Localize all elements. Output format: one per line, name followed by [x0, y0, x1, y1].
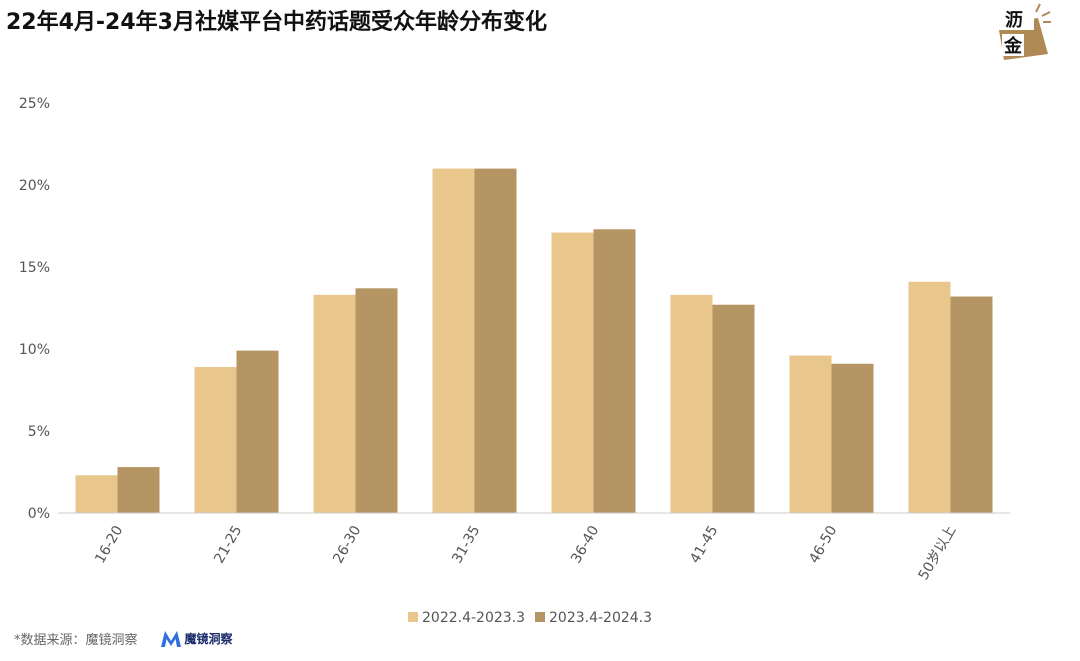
bar-46-50-series-2	[831, 363, 874, 513]
x-axis: 16-20 21-25 26-30 31-35 36-40 41-45 46-50 50岁以上	[92, 523, 959, 583]
bar-16-20-series-2	[117, 467, 160, 513]
source-note: *数据来源：魔镜洞察 魔镜洞察	[14, 629, 233, 648]
bar-31-35-series-2	[474, 168, 517, 513]
bar-26-30-series-2	[355, 288, 398, 513]
brand-name: 魔镜洞察	[184, 632, 233, 646]
lijin-logo-icon: 沥 金	[994, 3, 1051, 60]
x-tick-label: 36-40	[568, 523, 602, 566]
legend-swatch	[535, 612, 545, 622]
bar-41-45-series-2	[712, 304, 755, 513]
x-tick-label: 31-35	[449, 523, 483, 566]
bar-21-25-series-1	[194, 367, 237, 513]
bar-26-30-series-1	[313, 294, 356, 513]
x-tick-label: 46-50	[806, 523, 840, 566]
legend-swatch	[408, 612, 418, 622]
logo-char-2: 金	[1003, 35, 1023, 57]
bar-31-35-series-1	[432, 168, 475, 513]
y-tick-label: 5%	[28, 424, 50, 440]
legend-label: 2023.4-2024.3	[549, 610, 652, 626]
x-tick-label: 16-20	[92, 523, 126, 566]
chart-title: 22年4月-24年3月社媒平台中药话题受众年龄分布变化	[6, 10, 547, 35]
mojing-m-icon	[160, 630, 181, 647]
y-tick-label: 0%	[28, 506, 50, 522]
y-tick-label: 25%	[19, 96, 50, 112]
logo-char-1: 沥	[1005, 10, 1023, 31]
brand: 魔镜洞察	[160, 630, 233, 648]
x-tick-label: 41-45	[687, 523, 721, 566]
y-tick-label: 15%	[19, 260, 50, 276]
bar-46-50-series-1	[789, 355, 832, 513]
bars-group	[75, 168, 993, 513]
y-tick-label: 20%	[19, 178, 50, 194]
x-tick-label: 26-30	[330, 523, 364, 566]
x-tick-label: 50岁以上	[916, 523, 960, 583]
bar-16-20-series-1	[75, 475, 118, 513]
bar-21-25-series-2	[236, 350, 279, 513]
y-tick-label: 10%	[19, 342, 50, 358]
bar-41-45-series-1	[670, 294, 713, 513]
legend: 2022.4-2023.3 2023.4-2024.3	[408, 610, 652, 626]
bar-36-40-series-1	[551, 232, 594, 513]
legend-label: 2022.4-2023.3	[422, 610, 525, 626]
bar-36-40-series-2	[593, 229, 636, 513]
bar-50岁以上-series-1	[908, 281, 951, 513]
y-axis: 0% 5% 10% 15% 20% 25%	[19, 96, 50, 522]
x-tick-label: 21-25	[211, 523, 245, 566]
bar-50岁以上-series-2	[950, 296, 993, 513]
source-label: *数据来源：魔镜洞察	[14, 633, 138, 648]
